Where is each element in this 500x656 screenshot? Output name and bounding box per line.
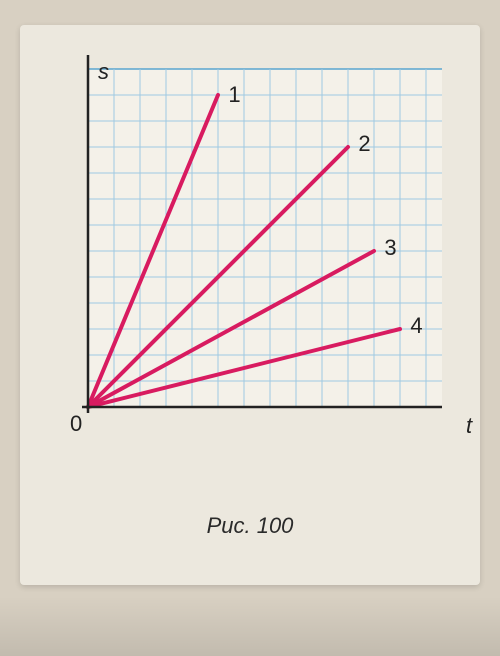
series-label-2: 2 bbox=[358, 131, 370, 157]
chart-container: s t 0 1234 bbox=[58, 55, 442, 535]
series-label-1: 1 bbox=[228, 82, 240, 108]
series-label-3: 3 bbox=[384, 235, 396, 261]
series-label-4: 4 bbox=[410, 313, 422, 339]
chart-svg bbox=[58, 55, 442, 475]
origin-label: 0 bbox=[70, 411, 82, 437]
page-shadow bbox=[0, 596, 500, 656]
y-axis-label: s bbox=[98, 59, 109, 85]
textbook-page: s t 0 1 2 3 4 Рис. 100 bbox=[20, 25, 480, 585]
x-axis-label: t bbox=[466, 413, 472, 439]
figure-caption: Рис. 100 bbox=[20, 513, 480, 539]
